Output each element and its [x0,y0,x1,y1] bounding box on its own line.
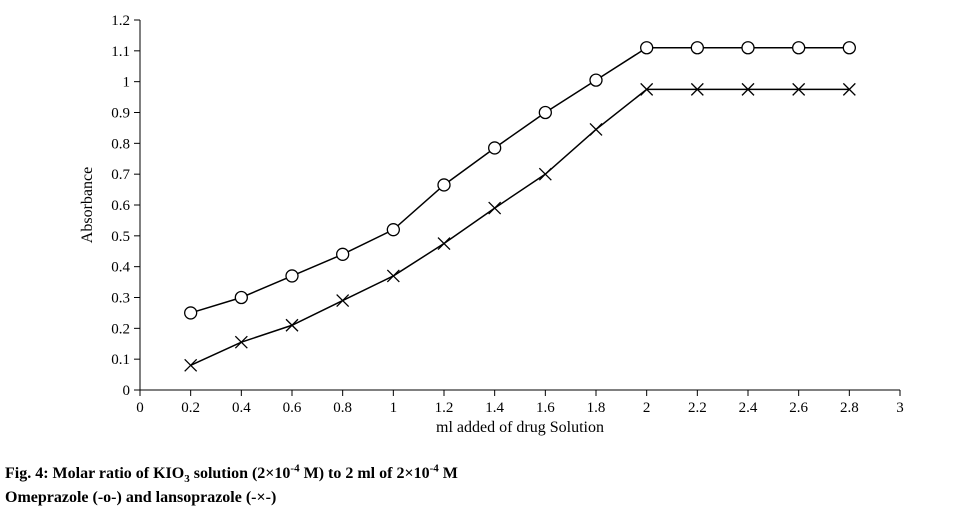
figure-caption: Fig. 4: Molar ratio of KIO3 solution (2×… [5,462,458,509]
svg-text:0.6: 0.6 [283,400,302,416]
svg-text:2.4: 2.4 [739,400,758,416]
svg-text:0.2: 0.2 [181,400,200,416]
svg-text:0.4: 0.4 [111,260,130,276]
svg-text:1: 1 [123,75,131,91]
svg-text:0.5: 0.5 [111,229,130,245]
svg-text:0.9: 0.9 [111,106,130,122]
caption-line-1: Fig. 4: Molar ratio of KIO3 solution (2×… [5,465,458,482]
svg-text:0.7: 0.7 [111,167,130,183]
svg-text:0: 0 [123,383,131,399]
svg-text:Absorbance: Absorbance [79,167,96,243]
svg-text:0.1: 0.1 [111,352,130,368]
svg-text:0.8: 0.8 [111,136,130,152]
svg-text:1.2: 1.2 [111,13,130,29]
chart-svg: 0 0.1 0.2 0.3 0.4 0.5 0.6 0.7 0.8 0.9 1 1.1 1.2 0 0.2 0… [70,10,950,450]
svg-text:1.2: 1.2 [435,400,454,416]
svg-text:1.1: 1.1 [111,44,130,60]
svg-text:1.8: 1.8 [587,400,606,416]
caption-mid1: solution (2×10 [190,465,291,482]
svg-text:0.8: 0.8 [333,400,352,416]
svg-text:ml added of drug Solution: ml added of drug Solution [436,419,604,436]
caption-tail: M [439,465,458,482]
molar-ratio-chart: 0 0.1 0.2 0.3 0.4 0.5 0.6 0.7 0.8 0.9 1 1.1 1.2 0 0.2 0… [70,10,950,455]
svg-text:0.4: 0.4 [232,400,251,416]
svg-text:2.8: 2.8 [840,400,859,416]
svg-text:0: 0 [136,400,144,416]
svg-text:1.4: 1.4 [485,400,504,416]
svg-text:1: 1 [390,400,398,416]
svg-text:0.2: 0.2 [111,321,130,337]
svg-text:2.2: 2.2 [688,400,707,416]
svg-text:0.3: 0.3 [111,291,130,307]
svg-text:3: 3 [896,400,904,416]
svg-text:0.6: 0.6 [111,198,130,214]
caption-line-2: Omeprazole (-o-) and lansoprazole (-×-) [5,489,276,506]
svg-text:2.6: 2.6 [789,400,808,416]
caption-exp1: -4 [290,463,299,475]
caption-exp2: -4 [430,463,439,475]
caption-prefix: Fig. 4: Molar ratio of KIO [5,465,184,482]
svg-text:2: 2 [643,400,651,416]
caption-mid2: M) to 2 ml of 2×10 [300,465,430,482]
svg-text:1.6: 1.6 [536,400,555,416]
